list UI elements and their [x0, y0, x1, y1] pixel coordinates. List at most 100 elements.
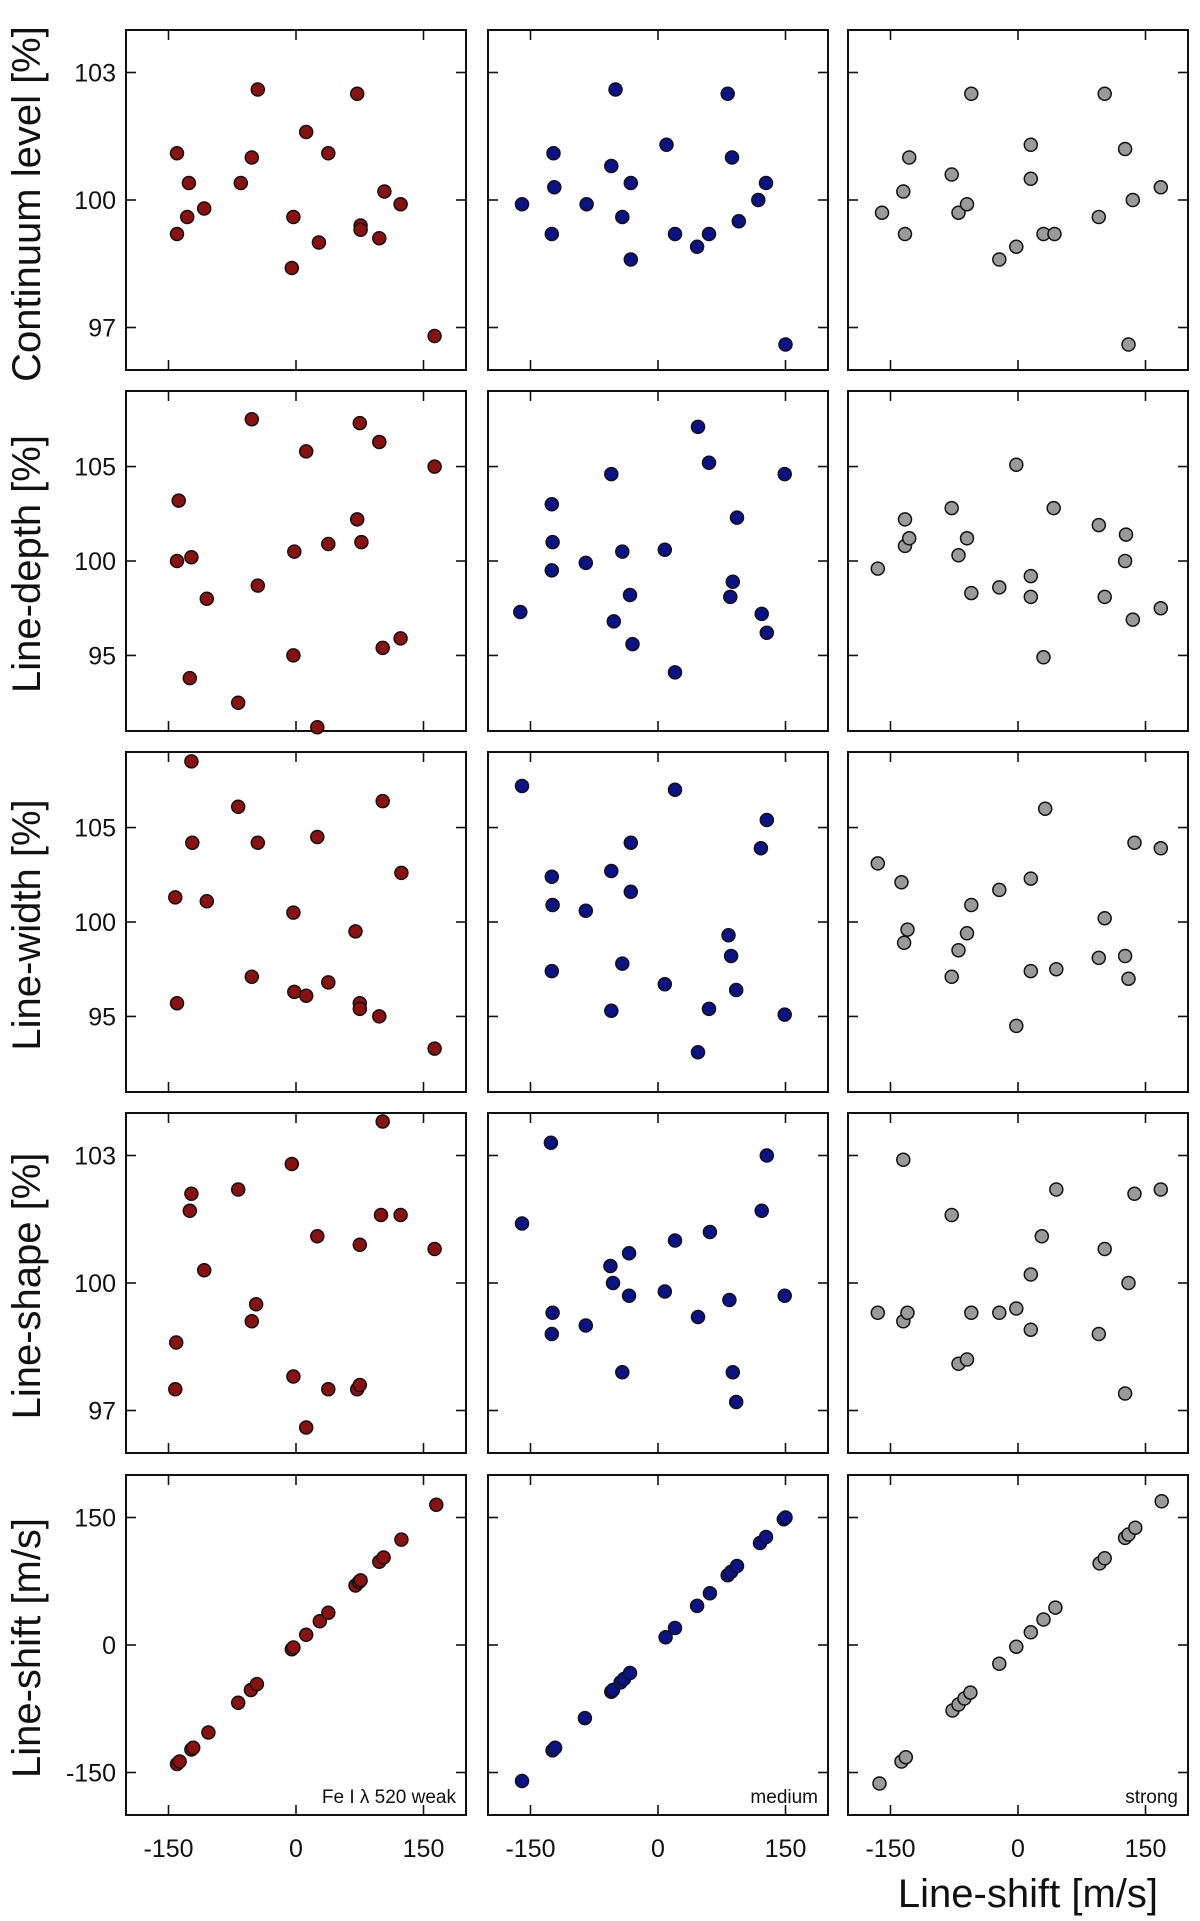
data-point — [951, 548, 966, 563]
data-point — [625, 636, 640, 652]
data-point — [724, 150, 740, 165]
data-point — [1153, 600, 1169, 616]
data-point — [870, 1305, 886, 1321]
x-tick-label: 150 — [403, 1835, 445, 1863]
data-point — [778, 1510, 793, 1525]
data-point — [578, 1318, 594, 1333]
data-point — [427, 328, 442, 344]
data-point — [894, 875, 909, 890]
data-point — [1034, 1229, 1050, 1244]
data-point — [286, 648, 301, 663]
corner-label: Fe I λ 520 weak — [322, 1787, 457, 1808]
data-point — [622, 1665, 638, 1681]
data-point — [1097, 1551, 1112, 1566]
data-point — [310, 829, 325, 845]
data-point — [1023, 568, 1039, 584]
data-point — [286, 1640, 301, 1655]
data-point — [196, 1263, 212, 1278]
data-point — [731, 214, 747, 229]
data-point — [352, 415, 368, 431]
data-point — [992, 580, 1007, 595]
data-point — [545, 1305, 560, 1321]
data-point — [168, 1382, 183, 1397]
data-point — [545, 897, 560, 913]
data-point — [963, 1685, 978, 1700]
data-point — [321, 1382, 336, 1397]
data-point — [321, 975, 336, 990]
data-point — [690, 1045, 706, 1060]
data-point — [182, 1203, 198, 1219]
data-point — [758, 175, 774, 191]
data-point — [184, 754, 199, 769]
data-point — [964, 1305, 979, 1321]
data-point — [870, 561, 886, 576]
data-point — [546, 146, 561, 161]
data-point — [312, 1613, 328, 1629]
data-point — [311, 235, 327, 250]
data-point — [777, 1007, 792, 1022]
data-point — [1097, 86, 1112, 102]
y-tick-label: 97 — [88, 315, 116, 343]
data-point — [1091, 517, 1107, 533]
data-point — [578, 903, 594, 918]
panel-frame — [487, 751, 829, 1093]
data-point — [168, 890, 183, 905]
data-point — [547, 180, 562, 195]
data-point — [667, 226, 683, 242]
data-point — [544, 497, 560, 512]
data-point — [759, 812, 775, 828]
data-point — [667, 1233, 683, 1248]
data-point — [1023, 1267, 1039, 1282]
data-point — [544, 563, 560, 578]
data-point — [623, 884, 639, 900]
data-point — [1153, 180, 1169, 195]
x-tick-label: -150 — [865, 1835, 915, 1863]
data-point — [543, 1135, 559, 1151]
data-point — [349, 86, 365, 102]
data-point — [603, 1258, 618, 1274]
x-axis-title: Line-shift [m/s] — [898, 1872, 1158, 1916]
data-point — [250, 82, 266, 97]
panel-row1-strong — [847, 29, 1189, 371]
data-point — [667, 665, 683, 680]
data-point — [427, 1241, 442, 1257]
data-point — [657, 977, 673, 992]
y-tick-label: 103 — [74, 1143, 116, 1171]
panel-row4-medium — [487, 1112, 829, 1454]
data-point — [547, 1740, 563, 1756]
data-point — [172, 1754, 187, 1769]
data-point — [1023, 137, 1039, 153]
data-point — [615, 956, 630, 971]
corner-label: strong — [1125, 1787, 1178, 1808]
data-point — [604, 1003, 619, 1019]
data-point — [286, 905, 301, 920]
x-tick-label: 0 — [1011, 1835, 1025, 1863]
row-label-line-shape: Line-shape [%] — [5, 1153, 49, 1420]
panel-frame — [487, 29, 829, 371]
x-tick-label: 0 — [651, 1835, 665, 1863]
data-point — [286, 209, 301, 225]
data-point — [250, 578, 266, 593]
data-point — [352, 1001, 368, 1017]
data-point — [872, 1776, 887, 1791]
data-point — [751, 192, 766, 208]
panel-frame — [487, 390, 829, 732]
data-point — [658, 1630, 673, 1645]
data-point — [249, 1676, 265, 1692]
panel-row3-strong — [847, 751, 1189, 1093]
y-tick-label: 105 — [74, 454, 116, 482]
data-point — [181, 175, 197, 191]
data-point — [393, 631, 408, 646]
data-point — [1125, 192, 1141, 208]
data-point — [168, 1335, 184, 1350]
data-point — [992, 1656, 1007, 1671]
data-point — [376, 1550, 391, 1565]
data-point — [898, 1749, 914, 1765]
data-point — [896, 184, 911, 199]
data-point — [298, 1420, 314, 1435]
data-point — [353, 1573, 368, 1588]
y-tick-label: 103 — [74, 60, 116, 88]
data-point — [959, 1352, 975, 1367]
data-point — [778, 337, 793, 352]
data-point — [1049, 961, 1064, 977]
